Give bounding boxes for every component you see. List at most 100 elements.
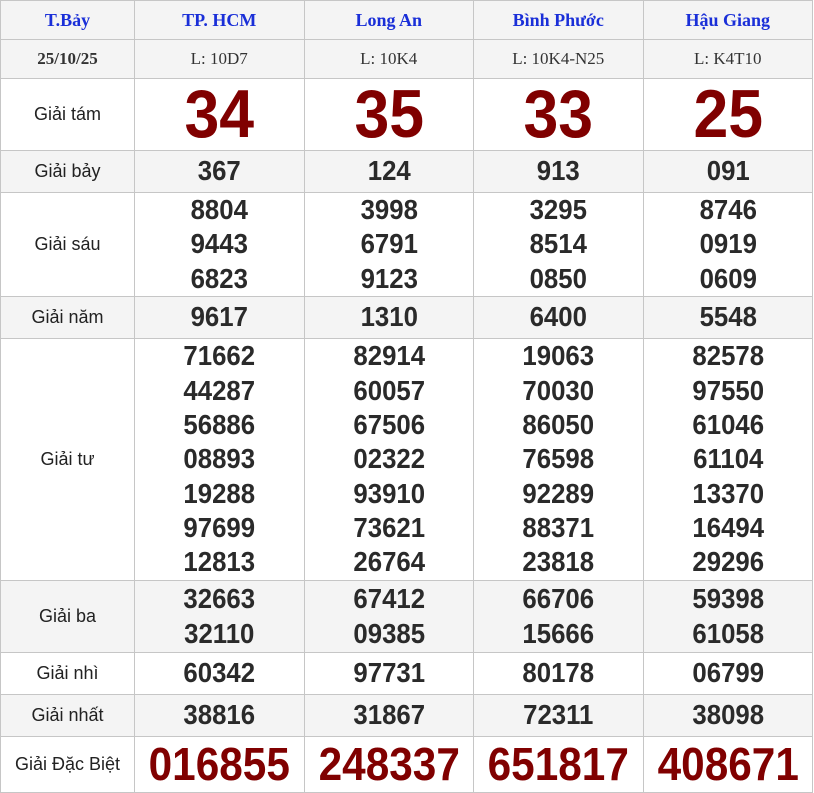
prize-number: 1310 (360, 301, 418, 333)
prize-cell: 60342 (134, 652, 305, 695)
prize-number: 0919 (699, 228, 757, 260)
prize-number: 93910 (352, 477, 425, 509)
prize-label: Giải tư (0, 338, 135, 581)
prize-number: 9443 (190, 228, 248, 260)
prize-cell: 3295 8514 0850 (473, 192, 644, 297)
prize-cell: 06799 (642, 652, 813, 695)
prize-number: 8514 (529, 228, 587, 260)
prize-number: 60057 (352, 374, 425, 406)
prize-number: 6400 (529, 301, 587, 333)
prize-number: 16494 (691, 511, 764, 543)
ticket-code: L: 10D7 (134, 39, 305, 79)
prize-cell: 248337 (303, 736, 474, 793)
prize-cell: 31867 (303, 694, 474, 737)
prize-number: 9617 (190, 301, 248, 333)
prize-cell: 1310 (303, 296, 474, 339)
prize-number: 9123 (360, 262, 418, 294)
prize-cell: 82914 60057 67506 02322 93910 73621 26764 (303, 338, 474, 581)
prize-label: Giải bảy (0, 150, 135, 193)
prize-cell: 367 (134, 150, 305, 193)
prize-cell: 34 (134, 78, 305, 151)
prize-number: 61104 (692, 443, 763, 475)
prize-row-g4: Giải tư 71662 44287 56886 08893 19288 97699 128… (0, 338, 813, 581)
prize-number: 67412 (352, 583, 425, 615)
prize-number: 09385 (352, 617, 425, 649)
ticket-code: L: 10K4-N25 (473, 39, 644, 79)
prize-number: 38816 (183, 699, 256, 731)
prize-number: 32663 (183, 583, 256, 615)
prize-cell: 8804 9443 6823 (134, 192, 305, 297)
prize-number: 66706 (522, 583, 595, 615)
prize-number: 38098 (691, 699, 764, 731)
prize-number: 367 (197, 155, 241, 187)
prize-number: 86050 (522, 409, 595, 441)
prize-number: 08893 (183, 443, 256, 475)
prize-number: 67506 (352, 409, 425, 441)
prize-number: 32110 (184, 617, 255, 649)
prize-cell: 32663 32110 (134, 580, 305, 653)
prize-number: 72311 (523, 699, 594, 731)
prize-number: 651817 (487, 738, 629, 791)
prize-number: 06799 (691, 657, 764, 689)
prize-cell: 016855 (134, 736, 305, 793)
province-header[interactable]: Hậu Giang (642, 0, 813, 40)
prize-cell: 651817 (473, 736, 644, 793)
prize-number: 8804 (190, 194, 248, 226)
prize-cell: 35 (303, 76, 474, 153)
prize-number: 97731 (352, 657, 425, 689)
prize-number: 6823 (190, 262, 248, 294)
prize-number: 0850 (529, 262, 587, 294)
prize-number: 13370 (691, 477, 764, 509)
prize-row-g6: Giải sáu 8804 9443 6823 3998 6791 9123 3295 8514… (0, 192, 813, 297)
prize-number: 56886 (183, 409, 256, 441)
prize-number: 124 (367, 155, 411, 187)
prize-cell: 67412 09385 (303, 580, 474, 653)
day-header: T.Bảy (0, 0, 135, 40)
ticket-code: L: 10K4 (303, 39, 474, 79)
prize-cell: 8746 0919 0609 (642, 192, 813, 297)
prize-number: 88371 (522, 511, 595, 543)
prize-cell: 124 (303, 150, 474, 193)
prize-number: 8746 (699, 194, 757, 226)
prize-number: 35 (353, 76, 424, 153)
prize-label: Giải Đặc Biệt (0, 736, 135, 793)
prize-number: 61058 (691, 617, 764, 649)
prize-number: 97699 (183, 511, 256, 543)
prize-label: Giải nhì (0, 652, 135, 695)
prize-number: 31867 (352, 699, 425, 731)
province-header[interactable]: Bình Phước (473, 0, 644, 40)
prize-cell: 6400 (473, 296, 644, 339)
prize-number: 02322 (352, 443, 425, 475)
prize-cell: 38098 (642, 694, 813, 737)
prize-cell: 33 (473, 78, 644, 151)
prize-number: 913 (536, 155, 580, 187)
prize-row-g5: Giải năm 9617 1310 6400 5548 (0, 296, 813, 339)
prize-row-db: Giải Đặc Biệt 016855 248337 651817 408671 (0, 736, 813, 793)
prize-number: 73621 (352, 511, 425, 543)
prize-label: Giải sáu (0, 192, 135, 297)
prize-row-g7: Giải bảy 367 124 913 091 (0, 150, 813, 193)
prize-number: 70030 (522, 374, 595, 406)
province-header[interactable]: Long An (303, 0, 474, 40)
province-header[interactable]: TP. HCM (134, 0, 305, 40)
ticket-code: L: K4T10 (642, 39, 813, 79)
prize-number: 26764 (352, 546, 425, 578)
prize-label: Giải nhất (0, 694, 135, 737)
prize-number: 82914 (352, 340, 425, 372)
prize-cell: 091 (642, 150, 813, 193)
prize-number: 71662 (183, 340, 256, 372)
prize-label: Giải ba (0, 580, 135, 653)
prize-number: 6791 (360, 228, 418, 260)
prize-cell: 66706 15666 (473, 580, 644, 653)
prize-number: 92289 (522, 477, 595, 509)
prize-cell: 19063 70030 86050 76598 92289 88371 23818 (473, 338, 644, 581)
prize-cell: 25 (642, 78, 813, 151)
prize-number: 60342 (183, 657, 256, 689)
prize-number: 408671 (657, 738, 799, 791)
prize-label: Giải năm (0, 296, 135, 339)
prize-cell: 5548 (642, 296, 813, 339)
prize-number: 19063 (522, 340, 595, 372)
prize-label: Giải tám (0, 78, 135, 151)
prize-cell: 71662 44287 56886 08893 19288 97699 12813 (134, 338, 305, 581)
prize-row-g2: Giải nhì 60342 97731 80178 06799 (0, 652, 813, 695)
